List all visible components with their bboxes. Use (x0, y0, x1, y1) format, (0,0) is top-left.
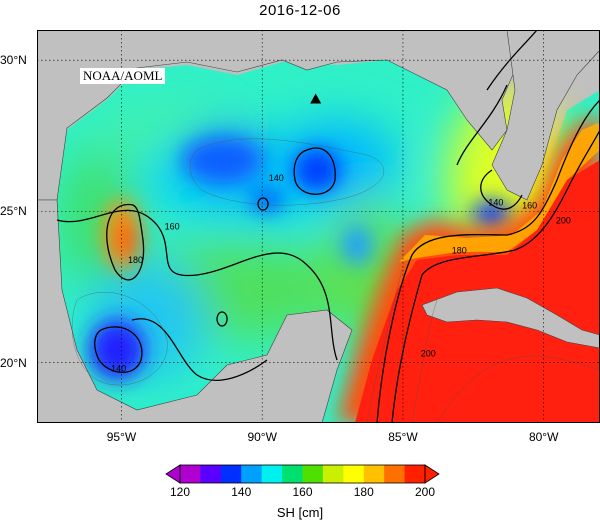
contour-label: 200 (556, 215, 571, 225)
colorbar-tick-label: 200 (414, 485, 436, 499)
colorbar-tick-label: 180 (353, 485, 374, 499)
y-tick-label: 25°N (0, 204, 27, 219)
contour-label: 200 (421, 348, 436, 358)
colorbar-title: SH [cm] (276, 505, 324, 520)
contour-label: 160 (165, 222, 180, 232)
ssh-map: 140 140 140 160 160 180 180 200 200 (37, 30, 600, 423)
contour-label: 140 (111, 364, 126, 374)
colorbar-cell (220, 465, 242, 483)
contour-label: 180 (128, 255, 143, 265)
colorbar-cell (241, 465, 263, 483)
x-tick-label: 90°W (247, 430, 277, 444)
contour-label: 140 (269, 173, 284, 183)
colorbar-cell (343, 465, 365, 483)
graticule (37, 30, 600, 423)
colorbar-high-arrow (424, 464, 440, 484)
colorbar-low-arrow (165, 464, 181, 484)
contour-label: 140 (488, 197, 503, 207)
colorbar-cell (363, 465, 385, 483)
y-tick-label: 30°N (0, 53, 27, 68)
colorbar-cell (302, 465, 324, 483)
colorbar-cell (384, 465, 406, 483)
contour-label: 180 (452, 246, 467, 256)
colorbar-tick-label: 160 (292, 485, 313, 499)
colorbar-cell (180, 465, 201, 483)
colorbar-cell (322, 465, 344, 483)
contour-label: 160 (522, 200, 537, 210)
page-title: 2016-12-06 (259, 2, 341, 19)
x-tick-label: 80°W (528, 430, 559, 444)
minor-contours (71, 138, 600, 423)
colorbar-tick-label: 140 (231, 485, 252, 499)
colorbar-cell (261, 465, 283, 483)
colorbar-cell (200, 465, 222, 483)
colorbar (165, 464, 440, 484)
station-marker (310, 93, 322, 104)
map-panel: 140 140 140 160 160 180 180 200 200 NOAA/AOML (37, 30, 600, 423)
colorbar-tick-label: 120 (169, 485, 191, 499)
colorbar-cell (282, 465, 303, 483)
ocean-field (57, 30, 600, 423)
credit-label: NOAA/AOML (80, 68, 166, 84)
y-tick-label: 20°N (0, 355, 27, 370)
contour-lines (56, 30, 600, 423)
x-tick-label: 95°W (106, 430, 137, 444)
x-tick-label: 85°W (388, 430, 418, 444)
contour-labels: 140 140 140 160 160 180 180 200 200 (111, 173, 571, 373)
colorbar-cell (404, 465, 426, 483)
land-masses (37, 30, 600, 423)
